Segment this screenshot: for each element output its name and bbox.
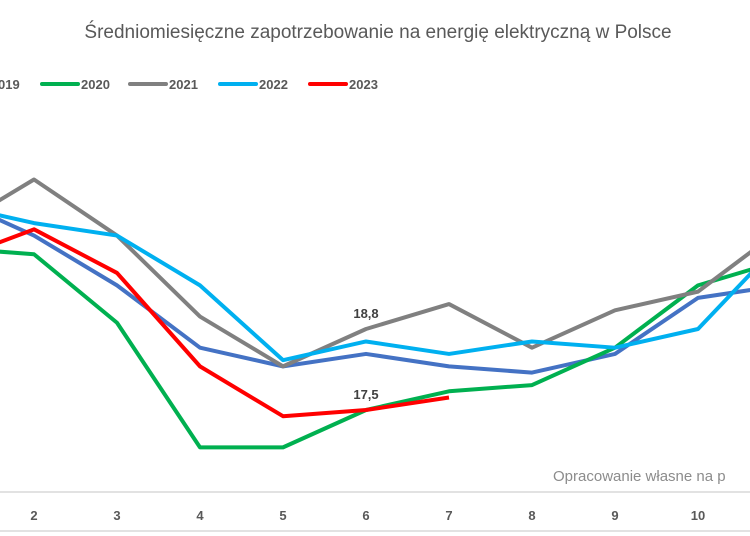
x-tick-label: 4 [196, 508, 204, 523]
series-line-2023 [0, 227, 450, 419]
series-line-2020 [0, 249, 750, 450]
data-label-2021: 18,8 [353, 306, 378, 321]
series-line-2021 [0, 177, 750, 369]
x-tick-label: 9 [611, 508, 618, 523]
data-label-2023: 17,5 [353, 387, 378, 402]
legend-item-2021: 2021 [128, 77, 198, 92]
series-line-2019 [0, 218, 750, 375]
source-note: Opracowanie własne na p [553, 468, 726, 485]
chart-title: Średniomiesięczne zapotrzebowanie na ene… [84, 21, 671, 43]
x-tick-label: 10 [691, 508, 705, 523]
legend-label: 2020 [81, 77, 110, 92]
legend-item-2023: 2023 [308, 77, 378, 92]
legend-item-2022: 2022 [218, 77, 288, 92]
x-tick-label: 3 [113, 508, 120, 523]
x-tick-label: 6 [362, 508, 369, 523]
x-tick-label: 5 [279, 508, 286, 523]
data-labels: 18,8 17,5 [353, 306, 378, 402]
legend-label: 2023 [349, 77, 378, 92]
legend-label: 2022 [259, 77, 288, 92]
plot-area [0, 177, 750, 450]
legend-label: 2021 [169, 77, 198, 92]
series-line-2022 [0, 213, 750, 363]
legend: 019 2020 2021 2022 2023 [0, 77, 378, 92]
legend-item-2019: 019 [0, 77, 20, 92]
x-tick-label: 8 [528, 508, 535, 523]
legend-label: 019 [0, 77, 20, 92]
x-axis-ticks: 2 3 4 5 6 7 8 9 10 [30, 508, 705, 523]
x-tick-label: 2 [30, 508, 37, 523]
legend-item-2020: 2020 [40, 77, 110, 92]
x-tick-label: 7 [445, 508, 452, 523]
